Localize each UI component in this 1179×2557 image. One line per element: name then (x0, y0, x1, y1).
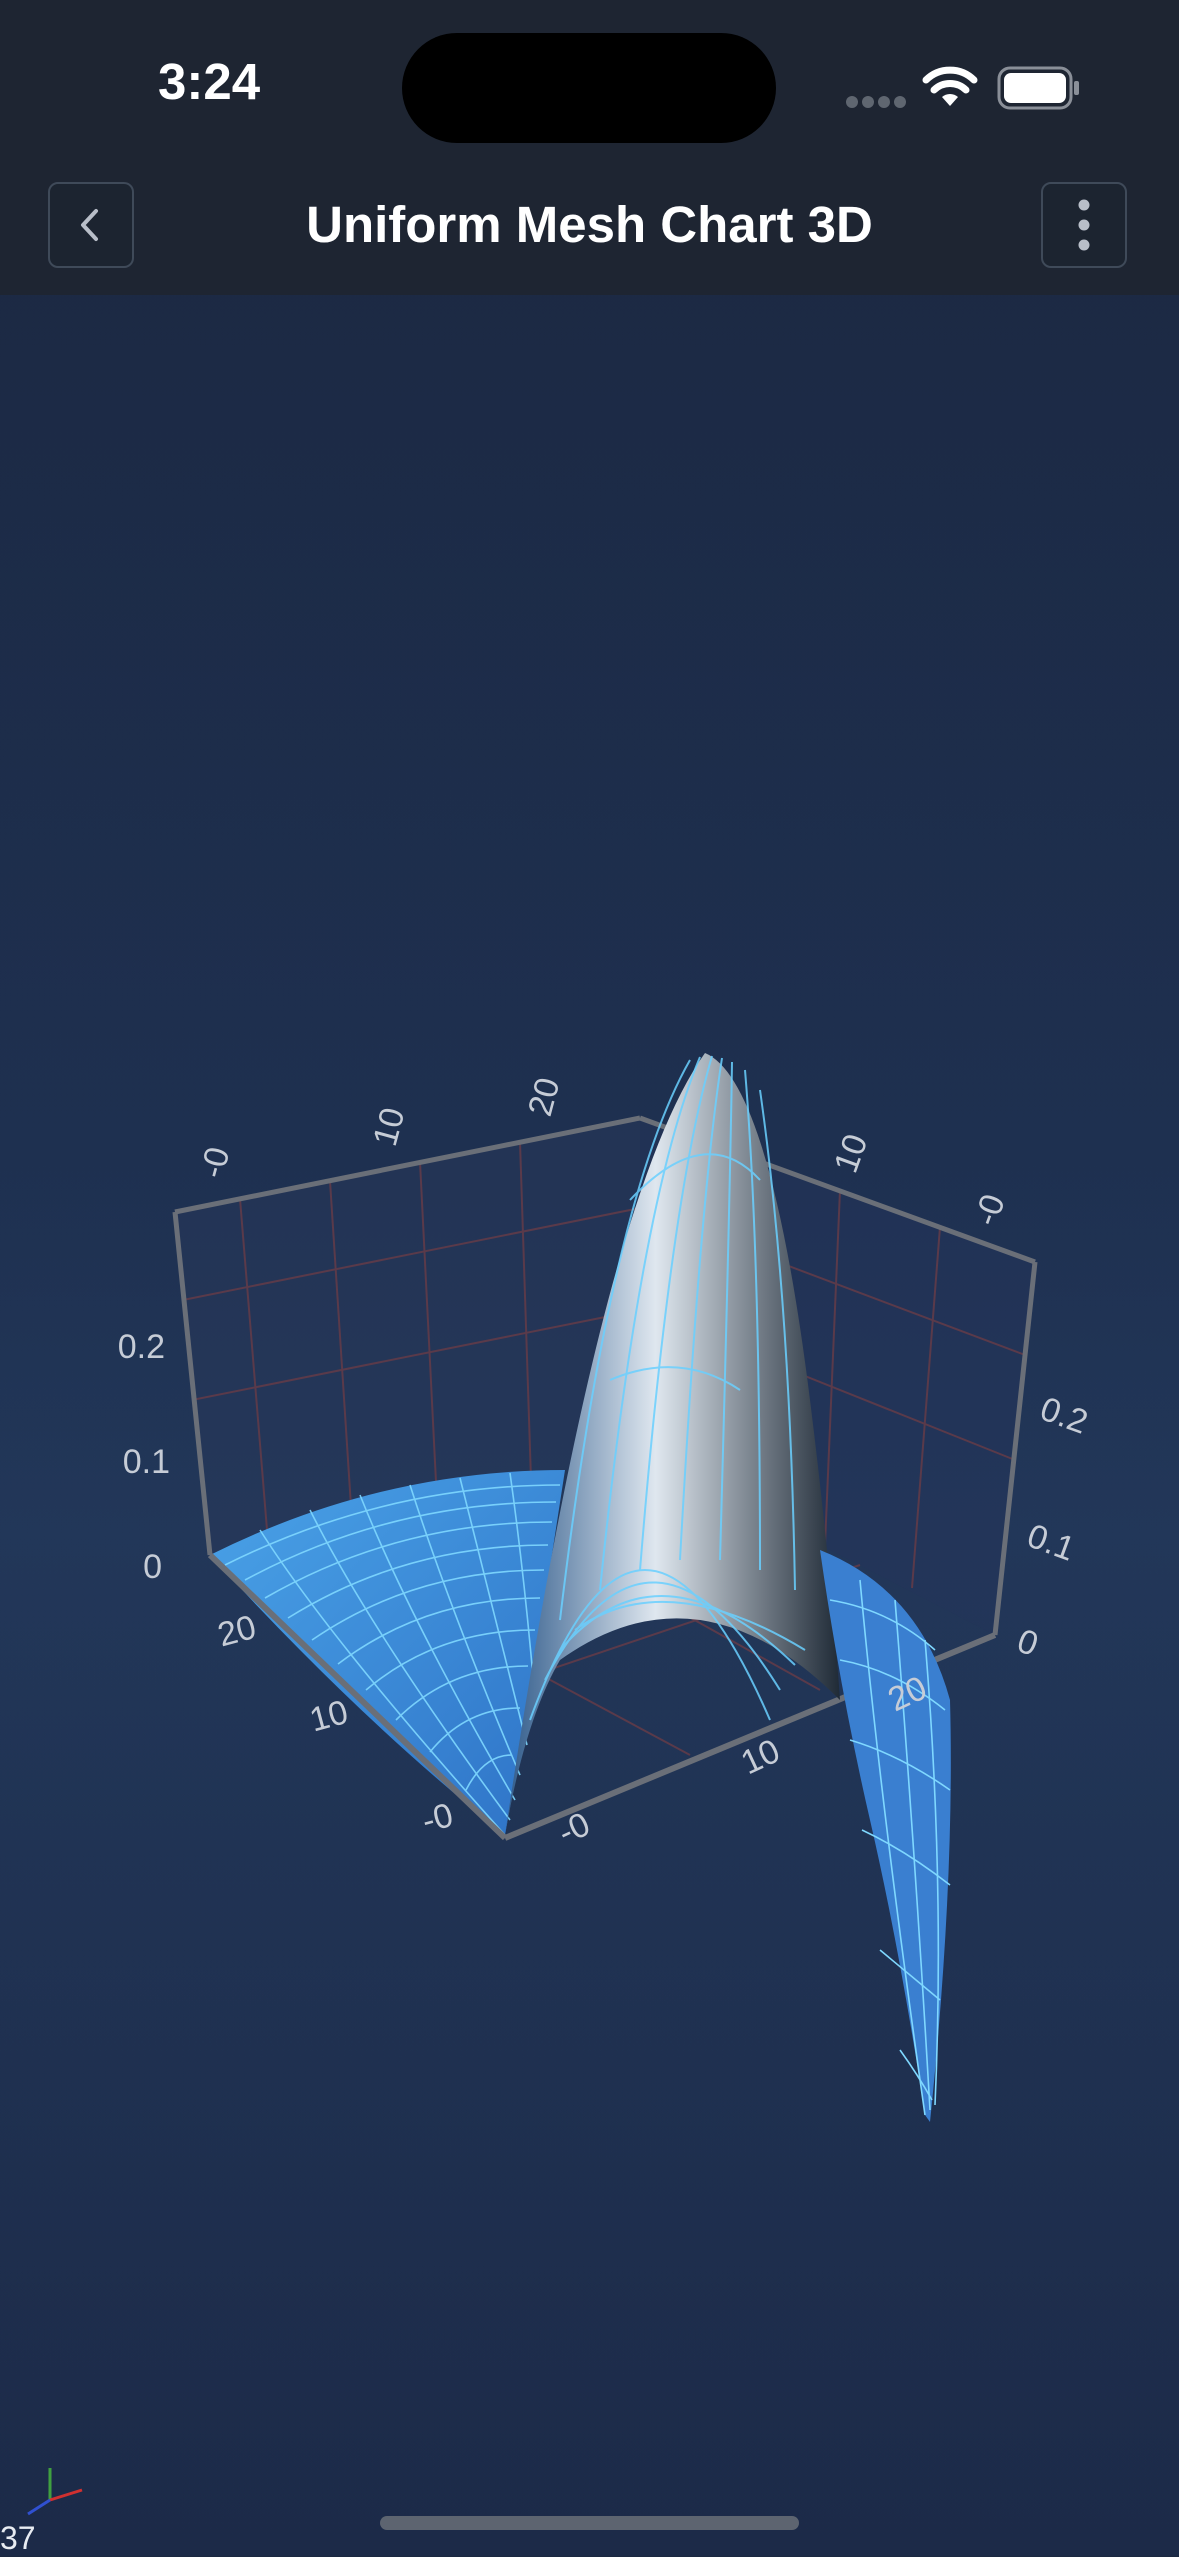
left-z-tick-0: -0 (418, 1796, 457, 1841)
cellular-signal-icon (846, 95, 910, 113)
back-z-tick-1: -0 (967, 1189, 1013, 1230)
back-x-tick-0: -0 (193, 1143, 238, 1182)
dynamic-island (402, 33, 776, 143)
top-app-bar: 3:24 Uniform Mesh Chart 3D (0, 0, 1179, 295)
back-z-tick-0: 10 (827, 1129, 876, 1178)
status-time: 3:24 (158, 53, 261, 110)
left-z-tick-1: 10 (306, 1693, 352, 1739)
back-x-tick-1: 10 (366, 1104, 412, 1150)
chevron-left-icon (81, 209, 98, 241)
left-y-tick-2: 0.2 (118, 1328, 165, 1366)
right-y-tick-2: 0.2 (1035, 1390, 1092, 1442)
more-options-button[interactable] (1041, 182, 1127, 268)
surface-peak (505, 1053, 840, 1835)
left-y-tick-0: 0 (143, 1548, 162, 1586)
left-z-tick-2: 20 (214, 1608, 260, 1654)
home-indicator[interactable] (380, 2516, 799, 2530)
wifi-icon (922, 64, 978, 113)
surface-chart-3d[interactable]: 0 0.1 0.2 -0 10 20 -0 10 20 -0 10 20 10 … (0, 295, 1179, 2515)
page-title: Uniform Mesh Chart 3D (306, 196, 873, 253)
surface-left-lobe (210, 1470, 565, 1836)
back-x-tick-2: 20 (521, 1074, 567, 1120)
more-vertical-icon (1078, 199, 1090, 251)
front-left-axis (207, 1552, 508, 1841)
back-button[interactable] (48, 182, 134, 268)
left-y-tick-1: 0.1 (123, 1443, 170, 1481)
fps-counter: 37 (0, 2520, 36, 2556)
axis-orientation-icon (27, 2468, 83, 2516)
right-y-tick-0: 0 (1012, 1622, 1043, 1664)
front-x-tick-0: -0 (552, 1805, 595, 1852)
battery-icon (997, 66, 1081, 115)
surface-right-dip (820, 1550, 951, 2122)
right-y-tick-1: 0.1 (1022, 1517, 1079, 1569)
